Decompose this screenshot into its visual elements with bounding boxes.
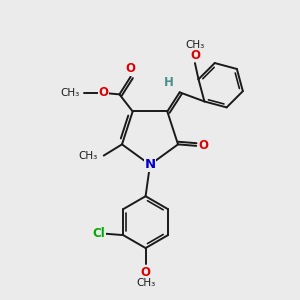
Text: N: N: [144, 158, 156, 171]
Text: H: H: [164, 76, 173, 89]
Text: CH₃: CH₃: [60, 88, 80, 98]
Text: CH₃: CH₃: [136, 278, 155, 288]
Text: CH₃: CH₃: [78, 151, 97, 160]
Text: O: O: [126, 62, 136, 75]
Text: O: O: [190, 49, 200, 62]
Text: O: O: [98, 86, 108, 99]
Text: Cl: Cl: [92, 227, 105, 240]
Text: O: O: [199, 139, 208, 152]
Text: CH₃: CH₃: [185, 40, 205, 50]
Text: O: O: [141, 266, 151, 279]
